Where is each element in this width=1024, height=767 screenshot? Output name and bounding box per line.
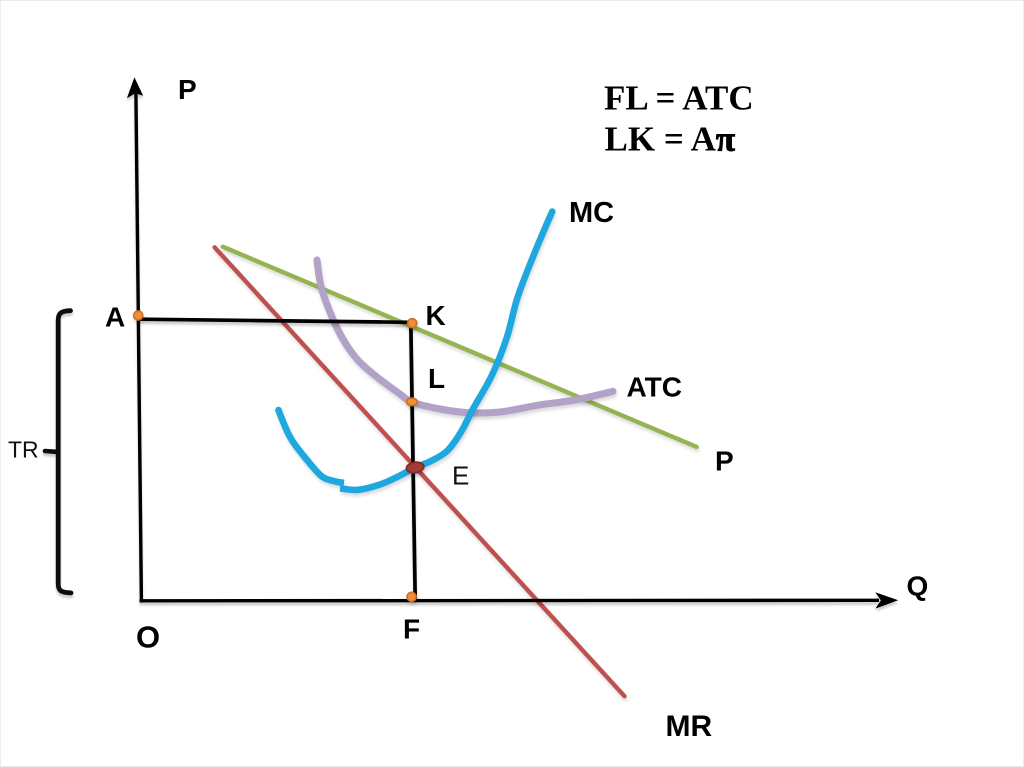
- svg-text:MC: MC: [569, 197, 614, 229]
- svg-text:TR: TR: [8, 437, 39, 463]
- svg-text:A: A: [105, 302, 125, 333]
- svg-text:K: K: [426, 300, 446, 331]
- svg-text:E: E: [452, 461, 469, 491]
- svg-text:F: F: [403, 613, 420, 644]
- svg-text:P: P: [715, 445, 734, 476]
- svg-text:O: O: [136, 620, 160, 655]
- svg-text:FL = ATC: FL = ATC: [604, 79, 754, 118]
- svg-text:MR: MR: [666, 710, 713, 743]
- svg-text:LK = Aπ: LK = Aπ: [605, 120, 736, 159]
- svg-text:ATC: ATC: [627, 372, 682, 403]
- svg-text:P: P: [178, 74, 197, 105]
- svg-text:L: L: [428, 363, 445, 394]
- svg-text:Q: Q: [907, 571, 929, 602]
